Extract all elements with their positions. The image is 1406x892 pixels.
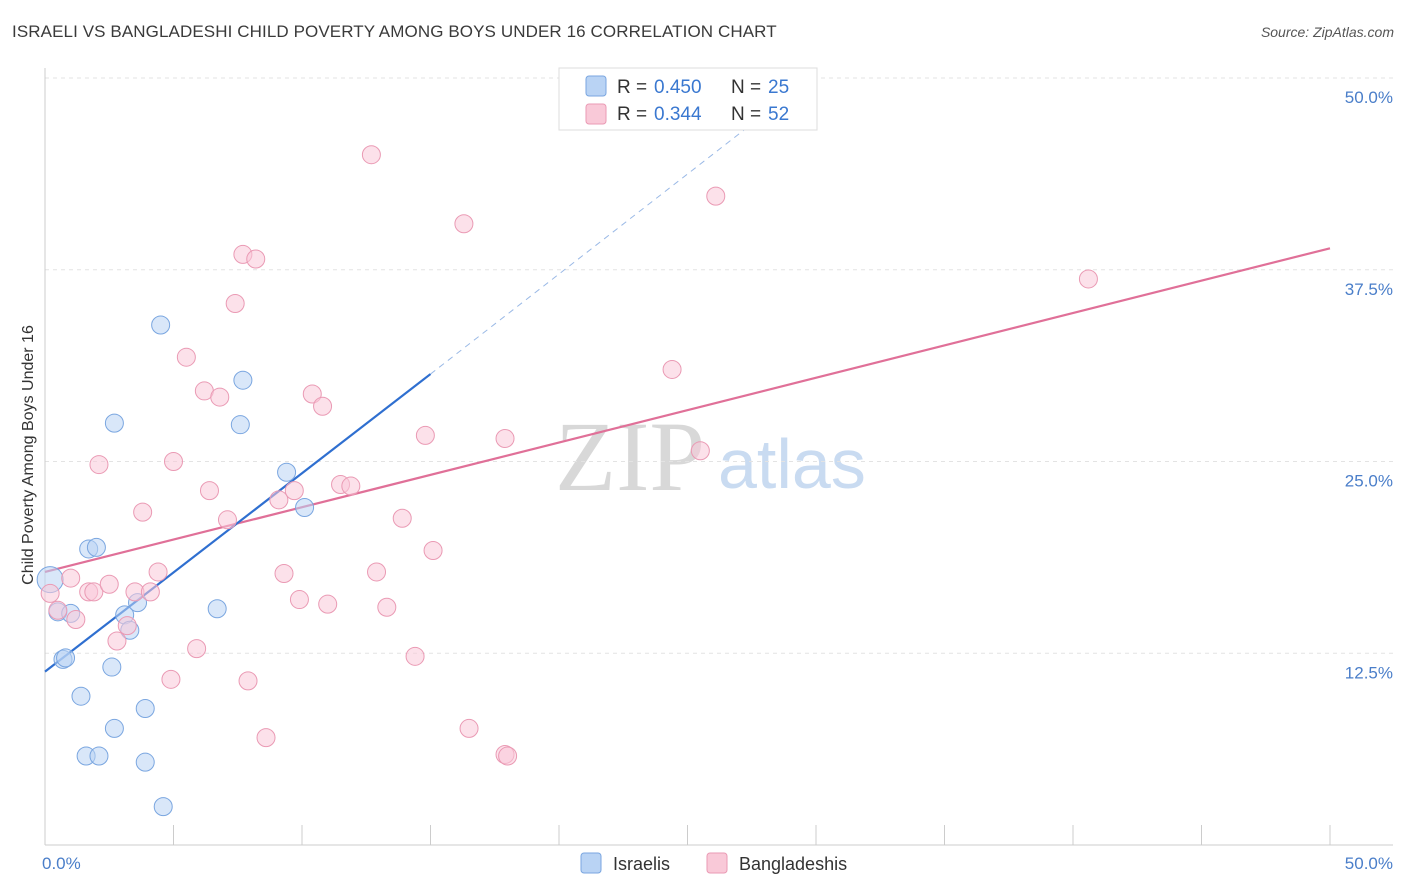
- point-israelis: [151, 315, 171, 335]
- point-bangladeshis: [423, 540, 443, 560]
- point-bangladeshis: [48, 600, 68, 620]
- point-bangladeshis: [405, 646, 425, 666]
- point-bangladeshis: [1078, 269, 1098, 289]
- legend-swatch-israelis: [585, 75, 607, 97]
- point-bangladeshis: [164, 452, 183, 471]
- point-bangladeshis: [107, 631, 127, 651]
- point-bangladeshis: [318, 594, 338, 614]
- bottom-legend-swatch-bangladeshis: [706, 852, 728, 874]
- point-israelis: [135, 752, 155, 772]
- y-tick-label-25: 25.0%: [1345, 472, 1393, 491]
- point-bangladeshis: [495, 428, 515, 448]
- point-bangladeshis: [341, 476, 361, 496]
- point-bangladeshis: [187, 639, 207, 659]
- point-bangladeshis: [148, 562, 168, 582]
- point-bangladeshis: [199, 481, 219, 501]
- legend-n-value-2: 52: [768, 104, 789, 125]
- point-bangladeshis: [117, 616, 137, 636]
- bottom-legend-label-israelis: Israelis: [613, 854, 670, 874]
- watermark-atlas: atlas: [718, 425, 866, 503]
- point-bangladeshis: [176, 347, 196, 367]
- point-israelis: [102, 657, 122, 677]
- point-bangladeshis: [377, 597, 397, 617]
- point-bangladeshis: [161, 669, 181, 689]
- watermark-zip: ZIP: [555, 401, 705, 512]
- trend-lines: [44, 123, 1331, 673]
- point-bangladeshis: [392, 508, 412, 528]
- point-bangladeshis: [210, 387, 230, 407]
- legend-n-value-1: 25: [768, 77, 789, 98]
- point-israelis: [71, 686, 91, 706]
- chart-title: ISRAELI VS BANGLADESHI CHILD POVERTY AMO…: [12, 22, 777, 41]
- point-bangladeshis: [269, 490, 289, 510]
- point-bangladeshis: [690, 441, 710, 461]
- point-bangladeshis: [140, 582, 160, 602]
- legend-r-label-2: R =: [617, 104, 647, 125]
- point-bangladeshis: [459, 718, 479, 738]
- point-bangladeshis: [238, 671, 258, 691]
- point-bangladeshis: [40, 583, 60, 603]
- y-tick-label-12-5: 12.5%: [1345, 663, 1393, 682]
- point-bangladeshis: [274, 563, 294, 583]
- point-israelis: [230, 415, 250, 435]
- point-bangladeshis: [498, 746, 518, 766]
- legend-n-label-1: N =: [731, 77, 761, 98]
- y-tick-label-50: 50.0%: [1345, 88, 1393, 107]
- point-israelis: [233, 370, 253, 390]
- point-bangladeshis: [61, 568, 81, 588]
- trend-line-bangladeshis: [44, 247, 1331, 574]
- point-bangladeshis: [662, 359, 682, 379]
- source-label: Source: ZipAtlas.com: [1260, 24, 1394, 40]
- bottom-legend-swatch-israelis: [580, 852, 602, 874]
- legend-n-label-2: N =: [731, 104, 761, 125]
- point-bangladeshis: [225, 293, 245, 313]
- legend-r-value-2: 0.344: [654, 104, 702, 125]
- point-bangladeshis: [454, 214, 474, 234]
- point-bangladeshis: [313, 396, 333, 416]
- point-bangladeshis: [217, 510, 237, 530]
- x-tick-label-max: 50.0%: [1345, 854, 1393, 873]
- point-bangladeshis: [367, 562, 387, 582]
- point-israelis: [86, 537, 106, 557]
- point-israelis: [104, 718, 124, 738]
- point-bangladeshis: [415, 425, 435, 445]
- legend-r-label-1: R =: [617, 77, 647, 98]
- point-bangladeshis: [361, 145, 381, 165]
- point-bangladeshis: [89, 455, 109, 475]
- y-axis-label: Child Poverty Among Boys Under 16: [20, 325, 37, 585]
- legend-swatch-bangladeshis: [585, 103, 607, 125]
- data-points: [36, 145, 1098, 817]
- point-bangladeshis: [84, 582, 104, 602]
- gridlines: [45, 77, 1393, 654]
- point-israelis: [207, 599, 227, 619]
- point-israelis: [135, 698, 155, 718]
- point-bangladeshis: [706, 186, 726, 206]
- point-bangladeshis: [133, 502, 153, 522]
- legend-r-value-1: 0.450: [654, 77, 702, 98]
- trend-line-israelis-extension: [430, 123, 753, 375]
- point-bangladeshis: [289, 590, 309, 610]
- point-bangladeshis: [256, 728, 276, 748]
- point-bangladeshis: [246, 249, 266, 269]
- point-israelis: [153, 797, 173, 817]
- point-bangladeshis: [284, 481, 304, 501]
- bottom-legend-label-bangladeshis: Bangladeshis: [739, 854, 847, 874]
- point-israelis: [277, 462, 297, 482]
- trend-line-israelis: [44, 373, 432, 673]
- point-bangladeshis: [302, 384, 322, 404]
- x-tick-label-min: 0.0%: [42, 854, 81, 873]
- axes: [44, 68, 1393, 846]
- point-bangladeshis: [66, 610, 86, 630]
- point-israelis: [56, 648, 76, 668]
- point-israelis: [89, 746, 109, 766]
- point-israelis: [295, 498, 315, 518]
- legend: R = 0.450 N = 25 R = 0.344 N = 52: [558, 67, 818, 131]
- point-bangladeshis: [99, 574, 119, 594]
- point-israelis: [104, 413, 124, 433]
- bottom-legend: Israelis Bangladeshis: [580, 852, 847, 874]
- y-tick-label-37-5: 37.5%: [1345, 280, 1393, 299]
